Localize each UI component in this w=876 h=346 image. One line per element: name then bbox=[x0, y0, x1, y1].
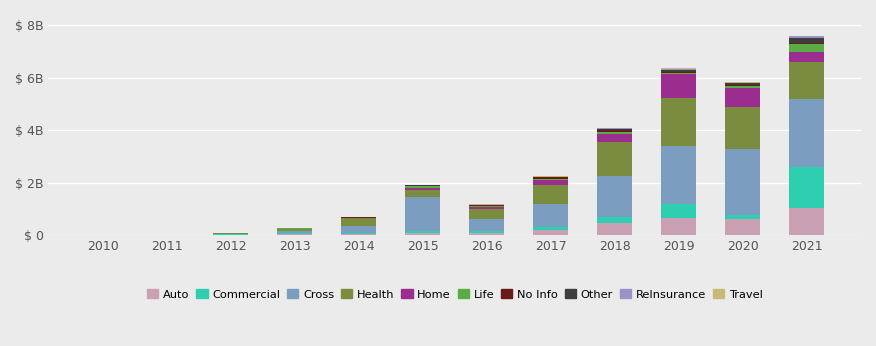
Bar bbox=[725, 219, 760, 235]
Bar bbox=[597, 130, 632, 132]
Bar bbox=[789, 62, 824, 99]
Legend: Auto, Commercial, Cross, Health, Home, Life, No Info, Other, ReInsurance, Travel: Auto, Commercial, Cross, Health, Home, L… bbox=[142, 285, 767, 304]
Bar bbox=[470, 209, 505, 219]
Bar bbox=[278, 233, 313, 234]
Bar bbox=[406, 231, 441, 233]
Bar bbox=[406, 233, 441, 235]
Bar bbox=[533, 227, 569, 230]
Bar bbox=[470, 231, 505, 233]
Bar bbox=[533, 180, 569, 185]
Bar bbox=[789, 167, 824, 208]
Bar bbox=[725, 88, 760, 107]
Bar bbox=[725, 149, 760, 215]
Bar bbox=[597, 223, 632, 235]
Bar bbox=[278, 229, 313, 231]
Bar bbox=[597, 128, 632, 129]
Bar bbox=[661, 204, 696, 218]
Bar bbox=[661, 73, 696, 74]
Bar bbox=[470, 207, 505, 209]
Bar bbox=[725, 85, 760, 86]
Bar bbox=[661, 98, 696, 146]
Bar bbox=[597, 217, 632, 223]
Bar bbox=[214, 233, 249, 234]
Bar bbox=[725, 82, 760, 83]
Bar bbox=[470, 206, 505, 207]
Bar bbox=[661, 68, 696, 69]
Bar bbox=[533, 185, 569, 204]
Bar bbox=[342, 218, 377, 226]
Bar bbox=[789, 36, 824, 37]
Bar bbox=[597, 142, 632, 176]
Bar bbox=[597, 176, 632, 217]
Bar bbox=[342, 233, 377, 234]
Bar bbox=[533, 204, 569, 227]
Bar bbox=[725, 83, 760, 85]
Bar bbox=[533, 177, 569, 179]
Bar bbox=[533, 230, 569, 235]
Bar bbox=[661, 74, 696, 98]
Bar bbox=[789, 37, 824, 43]
Bar bbox=[342, 226, 377, 233]
Bar bbox=[725, 86, 760, 88]
Bar bbox=[661, 218, 696, 235]
Bar bbox=[533, 179, 569, 180]
Bar bbox=[661, 70, 696, 72]
Bar bbox=[789, 44, 824, 52]
Bar bbox=[661, 146, 696, 204]
Bar bbox=[406, 188, 441, 190]
Bar bbox=[406, 185, 441, 186]
Bar bbox=[725, 107, 760, 149]
Bar bbox=[789, 52, 824, 62]
Bar bbox=[470, 219, 505, 231]
Bar bbox=[406, 190, 441, 197]
Bar bbox=[342, 234, 377, 235]
Bar bbox=[278, 234, 313, 235]
Bar bbox=[661, 72, 696, 73]
Bar bbox=[597, 129, 632, 130]
Bar bbox=[406, 197, 441, 231]
Bar bbox=[406, 186, 441, 188]
Bar bbox=[597, 132, 632, 134]
Bar bbox=[725, 215, 760, 219]
Bar bbox=[789, 43, 824, 44]
Bar bbox=[278, 231, 313, 233]
Bar bbox=[597, 134, 632, 142]
Bar bbox=[789, 99, 824, 167]
Bar bbox=[789, 208, 824, 235]
Bar bbox=[470, 233, 505, 235]
Bar bbox=[661, 69, 696, 70]
